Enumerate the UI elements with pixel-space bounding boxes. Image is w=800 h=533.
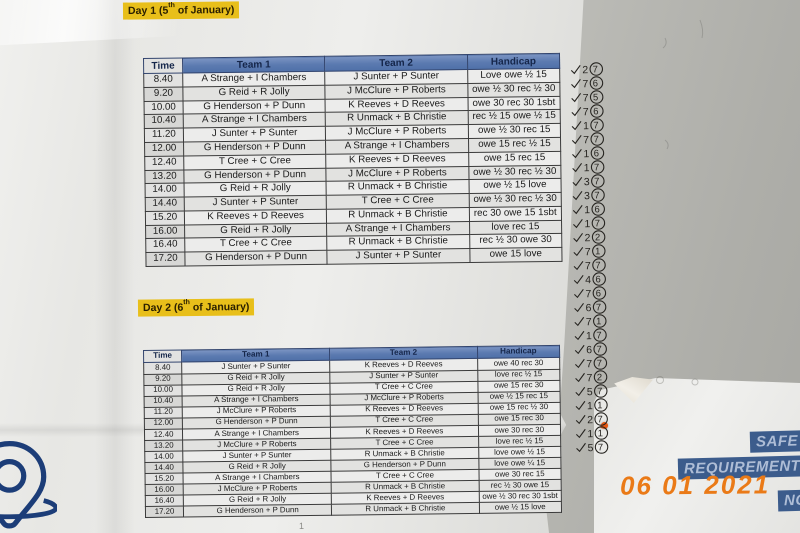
svg-text:1: 1: [587, 428, 593, 440]
svg-text:1: 1: [587, 400, 593, 412]
svg-text:5: 5: [587, 442, 593, 454]
svg-text:2: 2: [585, 232, 591, 244]
svg-text:7: 7: [586, 316, 592, 328]
svg-text:1: 1: [583, 148, 589, 160]
svg-text:7: 7: [596, 330, 601, 341]
svg-text:6: 6: [594, 204, 599, 215]
svg-text:6: 6: [596, 288, 601, 299]
svg-text:7: 7: [585, 246, 591, 258]
svg-text:7: 7: [598, 442, 603, 453]
svg-text:4: 4: [585, 274, 591, 286]
svg-text:1: 1: [598, 428, 603, 439]
svg-text:1: 1: [584, 204, 590, 216]
svg-text:6: 6: [594, 148, 599, 159]
svg-text:7: 7: [586, 358, 592, 370]
svg-text:7: 7: [586, 372, 592, 384]
svg-text:7: 7: [594, 190, 599, 201]
svg-text:7: 7: [595, 260, 600, 271]
svg-text:7: 7: [593, 120, 598, 131]
svg-text:7: 7: [595, 218, 600, 229]
svg-text:1: 1: [584, 162, 590, 174]
svg-text:3: 3: [584, 190, 590, 202]
svg-text:7: 7: [593, 134, 598, 145]
svg-text:7: 7: [597, 358, 602, 369]
svg-text:1: 1: [586, 330, 592, 342]
svg-text:7: 7: [592, 64, 597, 75]
svg-text:6: 6: [593, 78, 598, 89]
svg-text:1: 1: [596, 316, 601, 327]
svg-text:7: 7: [594, 162, 599, 173]
svg-text:7: 7: [597, 414, 602, 425]
svg-text:7: 7: [596, 344, 601, 355]
svg-text:3: 3: [584, 176, 590, 188]
svg-text:1: 1: [597, 400, 602, 411]
svg-text:1: 1: [595, 246, 600, 257]
svg-text:7: 7: [585, 260, 591, 272]
svg-text:7: 7: [583, 134, 589, 146]
svg-text:5: 5: [593, 92, 598, 103]
svg-text:1: 1: [584, 218, 590, 230]
svg-text:7: 7: [583, 106, 589, 118]
svg-text:6: 6: [586, 302, 592, 314]
svg-text:2: 2: [595, 232, 600, 243]
svg-text:6: 6: [586, 344, 592, 356]
svg-text:7: 7: [594, 176, 599, 187]
svg-text:2: 2: [597, 372, 602, 383]
svg-text:6: 6: [593, 106, 598, 117]
svg-text:7: 7: [582, 78, 588, 90]
svg-text:2: 2: [582, 64, 588, 76]
svg-text:7: 7: [583, 92, 589, 104]
svg-text:5: 5: [587, 386, 593, 398]
svg-text:2: 2: [587, 414, 593, 426]
svg-text:1: 1: [583, 120, 589, 132]
svg-text:7: 7: [585, 288, 591, 300]
svg-text:7: 7: [596, 302, 601, 313]
svg-text:7: 7: [597, 386, 602, 397]
svg-text:6: 6: [595, 274, 600, 285]
